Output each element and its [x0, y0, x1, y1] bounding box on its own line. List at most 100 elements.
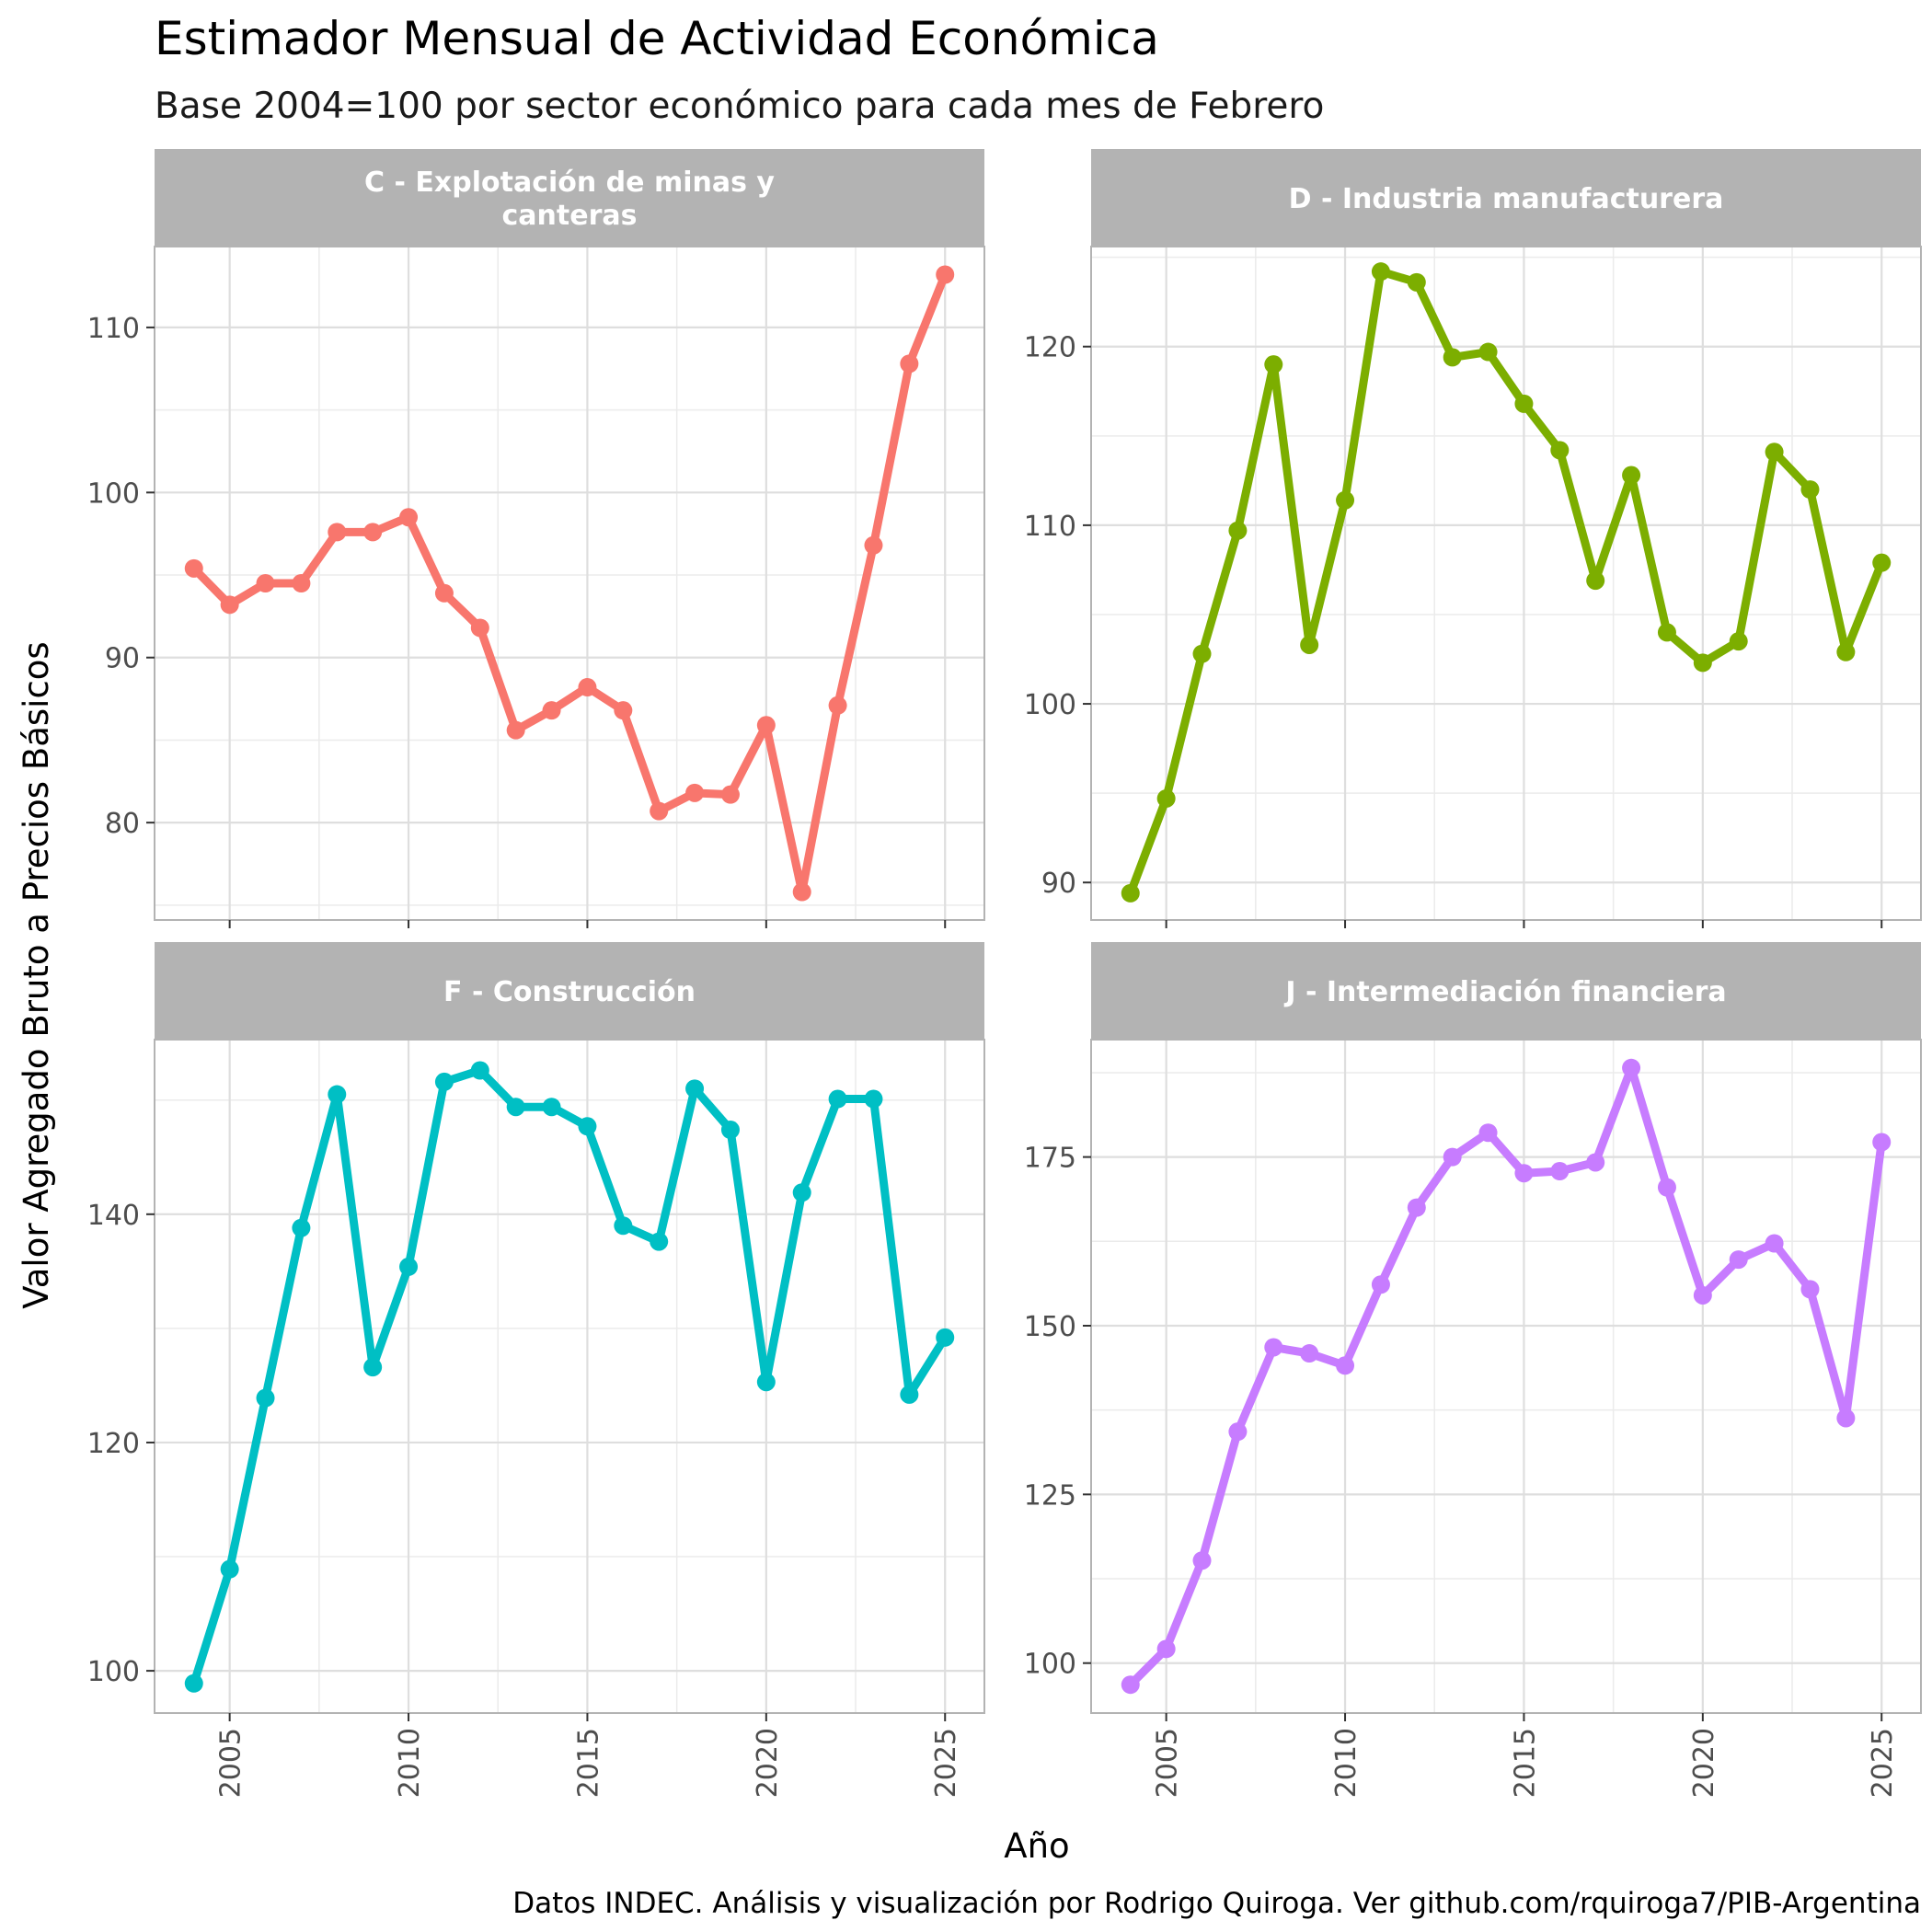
data-point: [1550, 441, 1570, 460]
data-point: [578, 678, 597, 697]
data-point: [542, 1098, 561, 1117]
data-point: [900, 1385, 919, 1404]
data-point: [1121, 883, 1140, 903]
y-tick-label: 110: [1024, 511, 1076, 543]
series-line: [1126, 1064, 1886, 1689]
data-point: [614, 1216, 633, 1236]
data-point: [1693, 653, 1712, 673]
x-axis-title: Año: [1004, 1826, 1069, 1866]
data-point: [720, 1121, 740, 1140]
data-point: [1443, 348, 1462, 367]
facet-panel: F - Construcción 100 120 140 2005 2010 2015 202…: [87, 942, 985, 1798]
data-point: [828, 1089, 847, 1109]
data-point: [542, 701, 561, 720]
data-point: [1622, 466, 1641, 485]
data-point: [685, 783, 705, 802]
data-point: [1264, 355, 1283, 374]
data-point: [578, 1117, 597, 1136]
facet-strip-label: C - Explotación de minas y: [364, 167, 775, 199]
data-point: [1478, 342, 1498, 362]
data-point: [1765, 443, 1784, 462]
data-point: [1586, 571, 1605, 591]
data-point: [828, 696, 847, 715]
data-point: [1765, 1234, 1784, 1253]
data-point: [506, 720, 525, 740]
series-line: [190, 1066, 949, 1688]
data-point: [1514, 394, 1534, 413]
data-point: [184, 1673, 203, 1693]
facet-strip-label: F - Construcción: [443, 976, 696, 1008]
data-point: [650, 801, 669, 821]
y-axis-title: Valor Agregado Bruto a Precios Básicos: [17, 641, 56, 1308]
data-point: [1192, 644, 1212, 663]
data-point: [1336, 490, 1355, 510]
data-point: [220, 1559, 239, 1579]
y-tick-label: 120: [1024, 332, 1076, 364]
y-tick-label: 90: [105, 643, 140, 675]
y-tick-label: 100: [87, 1656, 140, 1688]
x-tick-label: 2025: [930, 1728, 962, 1798]
chart-caption: Datos INDEC. Análisis y visualización po…: [512, 1887, 1921, 1920]
data-point: [399, 508, 419, 527]
data-point: [1371, 1275, 1390, 1294]
data-point: [363, 1358, 383, 1377]
data-point: [470, 1061, 489, 1080]
data-point: [256, 574, 275, 592]
data-point: [1729, 632, 1748, 651]
data-point: [1264, 1338, 1283, 1357]
y-tick-label: 90: [1041, 868, 1076, 900]
data-point: [506, 1098, 525, 1117]
data-point: [685, 1079, 705, 1098]
data-point: [1657, 1178, 1676, 1197]
data-point: [1550, 1162, 1570, 1181]
data-point: [614, 701, 633, 720]
data-point: [864, 1089, 883, 1109]
series-line: [1126, 267, 1886, 898]
y-tick-label: 80: [105, 808, 140, 840]
facet-strip: [1091, 149, 1921, 247]
y-tick-label: 140: [87, 1200, 140, 1232]
facet-strip: [1091, 942, 1921, 1040]
data-point: [936, 1328, 955, 1347]
y-tick-label: 100: [87, 477, 140, 510]
x-tick-label: 2005: [1152, 1728, 1184, 1798]
data-point: [292, 574, 311, 592]
data-point: [720, 785, 740, 804]
data-point: [328, 523, 347, 542]
facet-panel: D - Industria manufacturera 90 100 110 120: [1024, 149, 1922, 928]
chart-subtitle: Base 2004=100 por sector económico para …: [155, 86, 1324, 127]
data-point: [1478, 1123, 1498, 1143]
data-point: [792, 1183, 811, 1202]
panel-border: [154, 246, 985, 921]
x-tick-label: 2010: [1330, 1728, 1363, 1798]
data-point: [328, 1085, 347, 1104]
panel-border: [1090, 246, 1922, 921]
data-point: [1407, 1198, 1426, 1217]
panel-border: [154, 1039, 985, 1714]
x-tick-label: 2015: [1509, 1728, 1541, 1798]
y-tick-label: 120: [87, 1428, 140, 1460]
data-point: [1657, 623, 1676, 642]
data-point: [864, 535, 883, 555]
data-point: [1586, 1153, 1605, 1172]
data-point: [1121, 1675, 1140, 1695]
data-point: [1228, 1422, 1248, 1442]
data-point: [1228, 521, 1248, 540]
chart-title: Estimador Mensual de Actividad Económica: [155, 12, 1159, 65]
y-tick-label: 100: [1024, 1649, 1076, 1681]
data-point: [1300, 635, 1319, 654]
data-point: [292, 1218, 311, 1237]
data-point: [1836, 1409, 1856, 1428]
series-line: [190, 270, 949, 896]
data-point: [756, 716, 776, 735]
data-point: [1622, 1058, 1641, 1077]
x-tick-label: 2010: [394, 1728, 426, 1798]
data-point: [1729, 1250, 1748, 1270]
data-point: [1336, 1356, 1355, 1375]
facet-strip: [155, 942, 984, 1040]
data-point: [936, 265, 955, 284]
facet-strip-label: D - Industria manufacturera: [1289, 183, 1724, 215]
